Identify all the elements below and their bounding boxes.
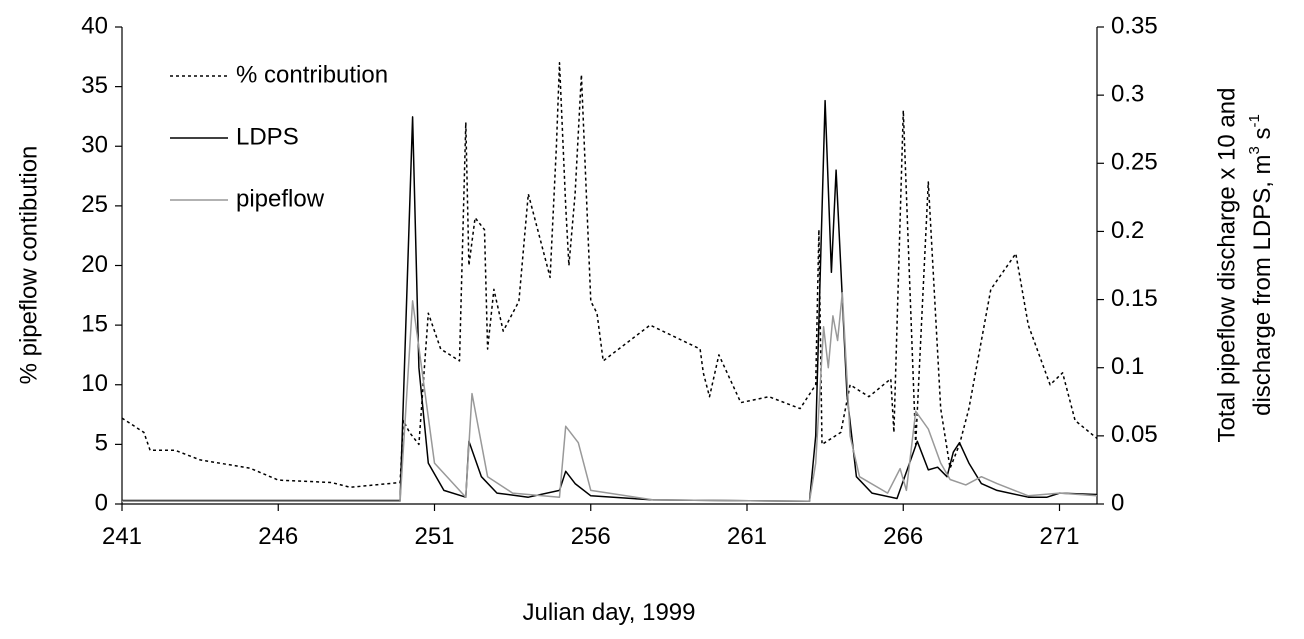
- x-tick-label: 266: [883, 523, 923, 550]
- y2-tick-label: 0: [1111, 489, 1124, 516]
- y2-tick-label: 0.25: [1111, 149, 1158, 176]
- x-tick-label: 246: [258, 523, 298, 550]
- y-tick-label: 40: [81, 12, 108, 39]
- y2-tick-label: 0.05: [1111, 421, 1158, 448]
- label-part: s: [1249, 127, 1276, 146]
- x-tick-label: 261: [727, 523, 767, 550]
- y-tick-label: 30: [81, 132, 108, 159]
- y2-tick-label: 0.35: [1111, 12, 1158, 39]
- y-tick-label: 35: [81, 72, 108, 99]
- series-line: [121, 62, 1098, 489]
- label-part: discharge from LDPS, m: [1249, 154, 1276, 415]
- y-tick-label: 5: [95, 430, 108, 457]
- x-tick-label: 251: [414, 523, 454, 550]
- superscript: -1: [1246, 114, 1263, 127]
- x-tick-label: 271: [1039, 523, 1079, 550]
- y2-axis-label: Total pipeflow discharge x 10 and: [1213, 88, 1240, 443]
- y-tick-label: 25: [81, 191, 108, 218]
- y2-tick-label: 0.2: [1111, 217, 1144, 244]
- superscript: 3: [1246, 146, 1263, 154]
- series-line: [122, 99, 1098, 503]
- x-tick-label: 256: [571, 523, 611, 550]
- series-line: [122, 292, 1098, 503]
- y-tick-label: 15: [81, 310, 108, 337]
- y-tick-label: 20: [81, 251, 108, 278]
- y-axis-label: % pipeflow contibution: [15, 146, 42, 385]
- x-axis-label: Julian day, 1999: [522, 599, 695, 626]
- y2-axis-label: discharge from LDPS, m3 s-1: [1246, 114, 1276, 416]
- x-tick-label: 241: [102, 523, 142, 550]
- y2-tick-label: 0.1: [1111, 353, 1144, 380]
- legend-label: pipeflow: [236, 185, 325, 212]
- y-tick-label: 10: [81, 370, 108, 397]
- y2-tick-label: 0.15: [1111, 285, 1158, 312]
- y-tick-label: 0: [95, 489, 108, 516]
- legend-label: LDPS: [236, 123, 299, 150]
- legend-label: % contribution: [236, 61, 388, 88]
- y2-tick-label: 0.3: [1111, 80, 1144, 107]
